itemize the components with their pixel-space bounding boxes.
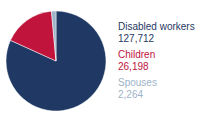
svg-text:Disabled workers127,712: Disabled workers127,712 <box>118 21 195 44</box>
svg-text:Children26,198: Children26,198 <box>118 49 155 72</box>
svg-text:Spouses2,264: Spouses2,264 <box>118 77 157 100</box>
